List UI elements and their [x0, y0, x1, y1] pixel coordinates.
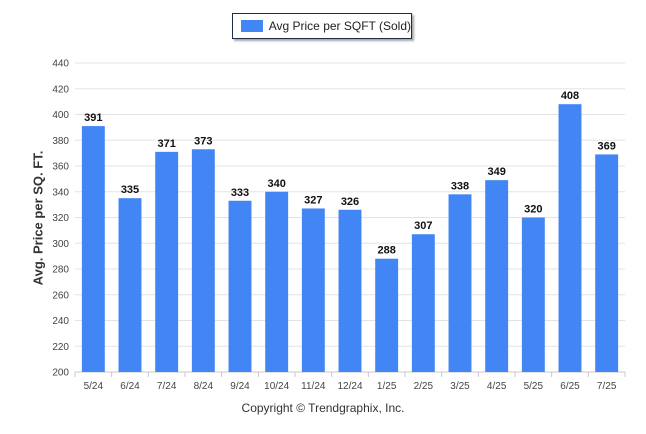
data-label: 288: [377, 245, 395, 257]
data-label: 391: [84, 112, 102, 124]
y-tick-label: 300: [52, 239, 69, 250]
y-tick-label: 200: [52, 368, 69, 379]
data-label: 320: [524, 204, 542, 216]
bar: [448, 194, 472, 372]
bar: [191, 149, 215, 372]
bar: [81, 126, 105, 373]
bar: [301, 208, 325, 372]
data-label: 340: [267, 178, 285, 190]
x-tick-label: 3/25: [450, 381, 470, 392]
y-tick-label: 440: [52, 59, 69, 70]
data-label: 307: [414, 220, 432, 232]
data-label: 333: [231, 187, 249, 199]
bar: [375, 258, 399, 372]
y-tick-label: 280: [52, 265, 69, 276]
data-label: 326: [341, 196, 359, 208]
bar: [485, 180, 509, 372]
copyright-text: Copyright © Trendgraphix, Inc.: [241, 401, 405, 415]
bar: [228, 200, 252, 372]
x-tick-label: 4/25: [487, 381, 507, 392]
legend-label: Avg Price per SQFT (Sold): [268, 19, 411, 33]
x-tick-label: 5/25: [524, 381, 544, 392]
x-tick-label: 9/24: [230, 381, 250, 392]
y-tick-label: 340: [52, 187, 69, 198]
x-tick-label: 8/24: [194, 381, 214, 392]
data-label: 369: [597, 140, 615, 152]
bar: [558, 104, 582, 372]
data-label: 335: [121, 184, 139, 196]
legend: Avg Price per SQFT (Sold): [232, 13, 412, 39]
bar: [411, 234, 435, 372]
bar: [265, 191, 289, 372]
data-label: 373: [194, 135, 212, 147]
bar: [118, 198, 142, 372]
x-tick-label: 6/25: [560, 381, 580, 392]
x-tick-label: 1/25: [377, 381, 397, 392]
x-tick-label: 5/24: [84, 381, 104, 392]
y-tick-label: 420: [52, 84, 69, 95]
data-label: 371: [157, 138, 175, 150]
x-tick-label: 11/24: [301, 381, 326, 392]
data-label: 408: [561, 90, 579, 102]
x-tick-label: 2/25: [414, 381, 434, 392]
data-label: 327: [304, 194, 322, 206]
data-label: 349: [487, 166, 505, 178]
x-tick-label: 10/24: [264, 381, 289, 392]
legend-swatch: [241, 20, 263, 32]
x-tick-label: 7/25: [597, 381, 617, 392]
y-tick-label: 240: [52, 316, 69, 327]
y-tick-label: 400: [52, 110, 69, 121]
y-tick-label: 320: [52, 213, 69, 224]
y-tick-label: 380: [52, 136, 69, 147]
bar: [595, 154, 619, 372]
y-tick-label: 260: [52, 290, 69, 301]
y-tick-label: 360: [52, 162, 69, 173]
x-tick-label: 6/24: [120, 381, 140, 392]
x-tick-label: 7/24: [157, 381, 177, 392]
bar: [338, 209, 362, 372]
data-label: 338: [451, 180, 469, 192]
bar: [521, 217, 545, 372]
bar: [155, 151, 179, 372]
x-tick-label: 12/24: [337, 381, 362, 392]
y-tick-label: 220: [52, 342, 69, 353]
